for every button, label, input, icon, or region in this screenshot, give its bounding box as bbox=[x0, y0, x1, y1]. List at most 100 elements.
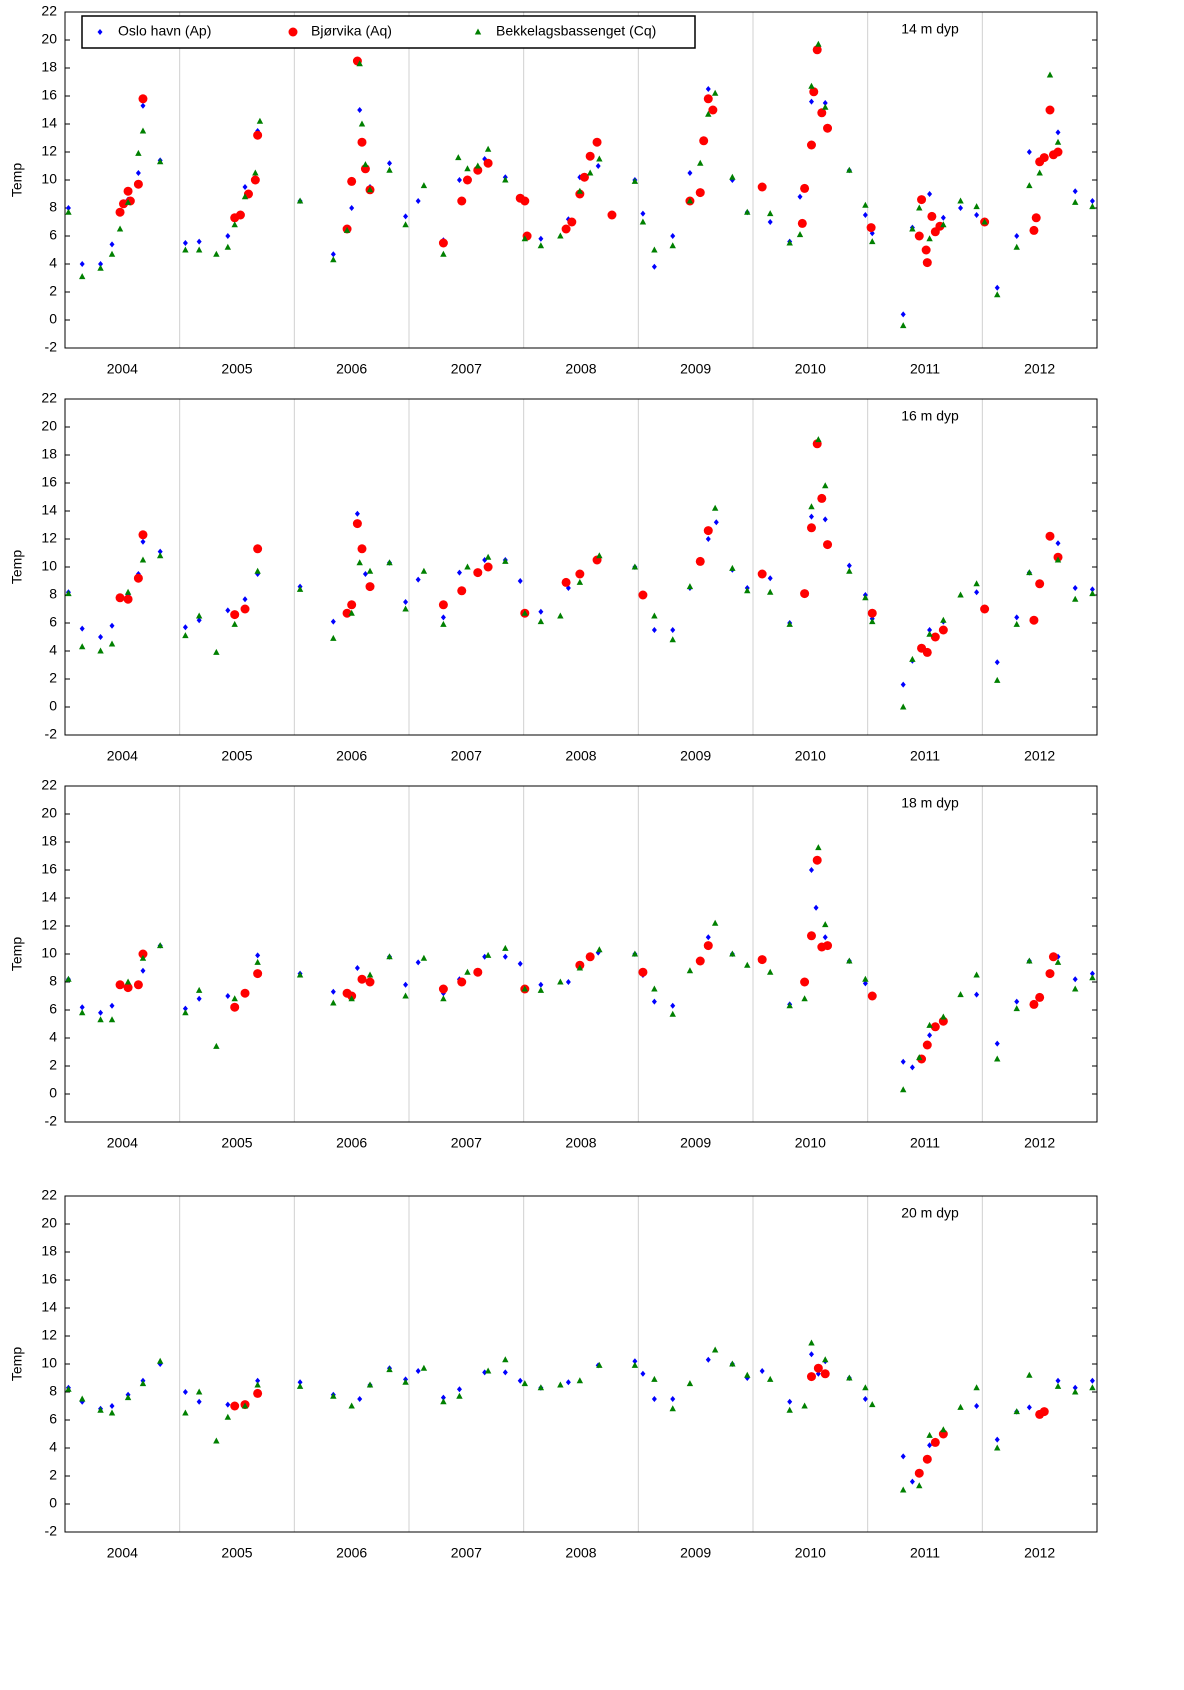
x-tick-label: 2007 bbox=[451, 1545, 482, 1561]
y-tick-label: 10 bbox=[41, 1355, 57, 1371]
point bbox=[973, 1384, 980, 1391]
point bbox=[958, 205, 964, 211]
point bbox=[586, 169, 594, 176]
point bbox=[1029, 615, 1039, 625]
point bbox=[1072, 1384, 1078, 1391]
point bbox=[705, 86, 711, 92]
point bbox=[1014, 614, 1020, 621]
y-tick-label: 8 bbox=[49, 199, 57, 215]
point bbox=[195, 986, 203, 993]
point bbox=[900, 311, 906, 318]
y-tick-label: 8 bbox=[49, 586, 57, 602]
point bbox=[815, 844, 822, 851]
point bbox=[813, 904, 819, 911]
point bbox=[97, 1406, 104, 1413]
point bbox=[767, 219, 773, 225]
point bbox=[651, 246, 658, 253]
point bbox=[108, 640, 116, 647]
point bbox=[596, 1361, 603, 1368]
point bbox=[638, 967, 648, 977]
y-tick-label: 22 bbox=[41, 3, 57, 19]
point bbox=[330, 256, 337, 263]
point bbox=[927, 1032, 933, 1039]
point bbox=[595, 163, 601, 169]
point bbox=[415, 959, 421, 966]
point bbox=[521, 235, 529, 242]
point bbox=[1029, 225, 1039, 235]
point bbox=[800, 183, 810, 193]
point bbox=[806, 523, 816, 533]
point bbox=[711, 504, 719, 511]
point bbox=[255, 952, 261, 959]
x-tick-label: 2012 bbox=[1024, 361, 1055, 377]
point bbox=[330, 1392, 337, 1399]
plot-frame bbox=[64, 398, 1098, 736]
point bbox=[138, 949, 148, 959]
point bbox=[596, 946, 603, 953]
point bbox=[695, 956, 705, 966]
point bbox=[670, 1396, 676, 1402]
point bbox=[973, 203, 980, 210]
point bbox=[585, 151, 595, 161]
point bbox=[744, 208, 751, 215]
point bbox=[1054, 556, 1062, 563]
point bbox=[253, 544, 263, 554]
point bbox=[1031, 213, 1041, 223]
point bbox=[1072, 595, 1079, 602]
point bbox=[330, 634, 337, 641]
point bbox=[254, 958, 261, 965]
point bbox=[1045, 969, 1055, 979]
subtitle: 14 m dyp bbox=[901, 21, 959, 37]
point bbox=[607, 210, 617, 220]
point bbox=[1026, 149, 1032, 155]
point bbox=[457, 586, 467, 596]
point bbox=[253, 1388, 263, 1398]
point bbox=[296, 1382, 304, 1389]
point bbox=[482, 1369, 488, 1376]
point bbox=[909, 1478, 915, 1485]
point bbox=[708, 105, 718, 115]
point bbox=[1089, 198, 1095, 204]
y-tick-label: 6 bbox=[49, 614, 57, 630]
point bbox=[330, 251, 336, 258]
point bbox=[697, 159, 704, 166]
point bbox=[537, 986, 545, 993]
point bbox=[139, 1380, 147, 1387]
point bbox=[213, 250, 220, 257]
point bbox=[973, 971, 980, 978]
point bbox=[957, 591, 964, 598]
point bbox=[502, 1356, 509, 1363]
x-tick-label: 2011 bbox=[910, 361, 940, 377]
point bbox=[822, 103, 829, 110]
point bbox=[1014, 233, 1020, 239]
point bbox=[230, 1002, 240, 1012]
point bbox=[231, 620, 238, 627]
x-tick-label: 2007 bbox=[451, 748, 482, 764]
point bbox=[651, 627, 657, 633]
point bbox=[182, 1409, 189, 1416]
point bbox=[711, 89, 719, 96]
y-tick-label: -2 bbox=[45, 1523, 58, 1539]
point bbox=[705, 1356, 711, 1363]
point bbox=[631, 177, 639, 184]
point bbox=[767, 1375, 774, 1382]
point bbox=[438, 984, 448, 994]
point bbox=[139, 954, 147, 961]
point bbox=[240, 604, 250, 614]
y-tick-label: 22 bbox=[41, 1187, 57, 1203]
subtitle: 16 m dyp bbox=[901, 408, 959, 424]
point bbox=[420, 1364, 428, 1371]
point bbox=[1026, 1371, 1033, 1378]
point bbox=[916, 204, 923, 211]
point bbox=[521, 985, 529, 992]
point bbox=[669, 1405, 676, 1412]
point bbox=[1089, 1384, 1096, 1391]
point bbox=[354, 965, 360, 971]
point bbox=[1072, 1388, 1079, 1395]
point bbox=[254, 1381, 261, 1388]
point bbox=[138, 530, 148, 540]
point bbox=[420, 182, 428, 189]
point bbox=[927, 191, 933, 197]
point bbox=[922, 1454, 932, 1464]
point bbox=[517, 1377, 523, 1384]
